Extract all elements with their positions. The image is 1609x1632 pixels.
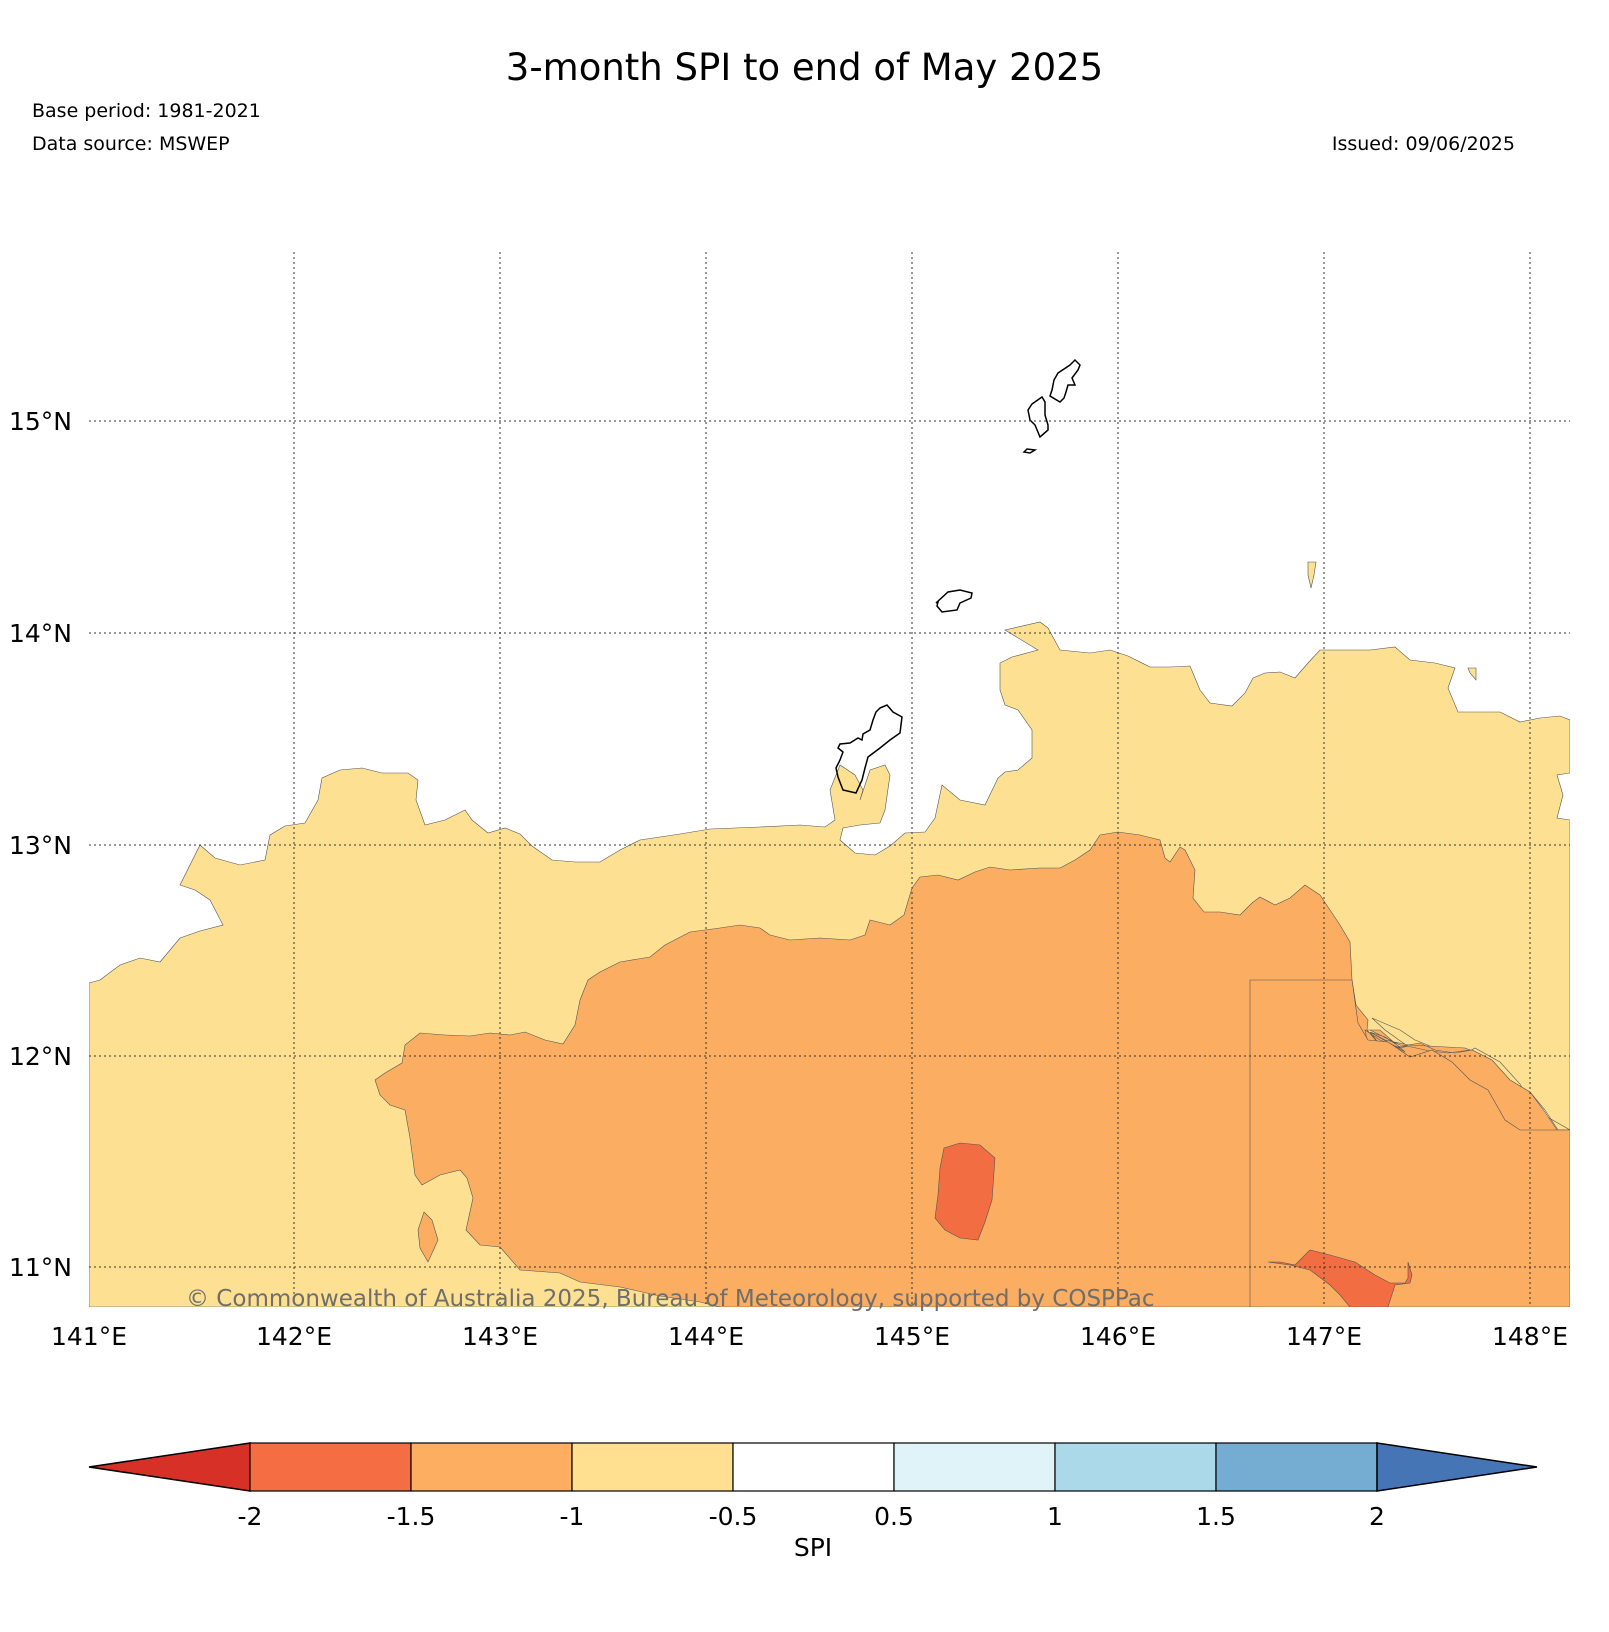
island-outline-tinian [1022,448,1038,454]
colorbar-segment [571,1442,734,1492]
spi-yellow-speck-east [1467,667,1477,681]
island-outline-saipan-south [1027,395,1049,439]
lon-label: 148°E [1492,1322,1568,1351]
lon-label: 141°E [51,1322,127,1351]
colorbar-tick-label: -1 [560,1502,585,1531]
lon-label: 144°E [668,1322,744,1351]
colorbar-segment [410,1442,573,1492]
spi-band-red-central [934,1142,996,1241]
colorbar-tick-label: 1.5 [1196,1502,1236,1531]
map-title: 3-month SPI to end of May 2025 [505,46,1104,89]
colorbar-segment [1054,1442,1217,1492]
base-period-text: Base period: 1981-2021 [32,100,261,122]
issued-date-text: Issued: 09/06/2025 [1331,133,1515,155]
lat-label: 11°N [9,1253,72,1282]
lon-label: 145°E [874,1322,950,1351]
colorbar-tick-label: -1.5 [387,1502,436,1531]
data-source-text: Data source: MSWEP [32,133,230,155]
colorbar-tick-label: 2 [1369,1502,1385,1531]
colorbar-tick-label: 0.5 [874,1502,914,1531]
lon-label: 142°E [256,1322,332,1351]
lon-label: 147°E [1286,1322,1362,1351]
colorbar-label: SPI [794,1533,832,1562]
island-outline-guam [835,704,903,794]
colorbar-segment [732,1442,895,1492]
colorbar: -2 -1.5 -1 -0.5 0.5 1 1.5 2 [88,1442,1538,1531]
colorbar-tick-label: -0.5 [709,1502,758,1531]
colorbar-extend-low [88,1442,251,1492]
colorbar-segment [249,1442,412,1492]
lat-label: 14°N [9,619,72,648]
colorbar-extend-high [1376,1442,1538,1492]
spi-band-orange-east [1249,979,1570,1307]
longitude-labels: 141°E 142°E 143°E 144°E 145°E 146°E 147°… [51,1322,1568,1351]
spi-yellow-speck [1307,561,1317,589]
lat-label: 12°N [9,1042,72,1071]
island-outline-saipan-north [1049,358,1081,403]
colorbar-segment [1215,1442,1378,1492]
lat-label: 13°N [9,831,72,860]
lat-label: 15°N [9,407,72,436]
map-plot-area [89,358,1570,1307]
colorbar-segment [893,1442,1056,1492]
graticule [89,252,1570,1307]
spi-band-red-southeast [1267,1249,1413,1307]
island-outline-rota [935,589,973,613]
colorbar-tick-label: -2 [238,1502,263,1531]
latitude-labels: 15°N 14°N 13°N 12°N 11°N [9,407,72,1282]
spi-orange-patch-small [417,1211,439,1263]
lon-label: 146°E [1080,1322,1156,1351]
colorbar-tick-label: 1 [1047,1502,1063,1531]
lon-label: 143°E [462,1322,538,1351]
copyright-text: © Commonwealth of Australia 2025, Bureau… [186,1286,1155,1312]
